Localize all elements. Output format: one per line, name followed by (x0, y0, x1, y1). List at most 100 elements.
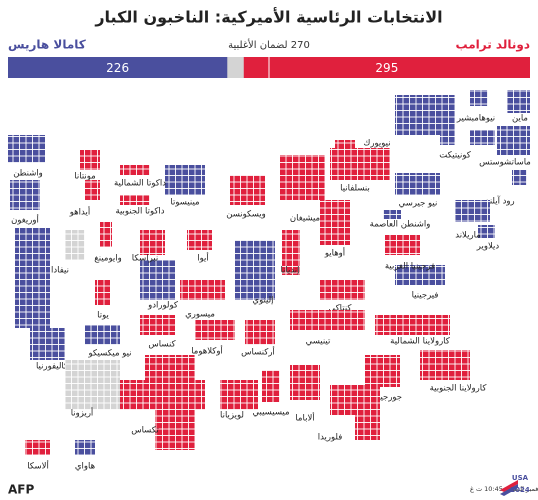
state: ويسكونسن (226, 175, 266, 220)
tile-grid (65, 230, 85, 260)
tile-grid (120, 195, 150, 205)
state-label: ألاباما (295, 412, 314, 424)
tile-grid (220, 380, 258, 410)
tile-grid (235, 240, 275, 300)
state: فيرجينيا (395, 265, 445, 301)
state: أريزونا (65, 360, 120, 419)
state-label: داكوتا الجنوبية (115, 207, 164, 217)
tile-grid (282, 230, 300, 275)
tile-grid (290, 310, 365, 330)
state-label: ماساتشوستس (479, 158, 531, 168)
tile-grid (375, 315, 450, 335)
tile-grid (507, 90, 530, 113)
state-label: واشنطن (13, 169, 43, 179)
state-label: نيوهامبشير (456, 114, 495, 124)
state: إنديانا (280, 230, 300, 276)
state: ألاباما (290, 365, 320, 424)
tile-grid (15, 228, 50, 328)
state: بنسلفانيا (330, 140, 390, 194)
state-label: فرجينيا الغربية (385, 262, 435, 272)
state-label: نيو جيرسي (399, 199, 438, 209)
tile-grid (330, 148, 390, 180)
state: كاليفورنيا (15, 228, 69, 372)
tile-grid (470, 90, 488, 106)
tile-grid (75, 440, 95, 455)
tile-grid (165, 165, 205, 195)
tile-grid (383, 210, 401, 219)
tile-grid (145, 355, 195, 380)
title: الانتخابات الرئاسية الأميركية: الناخبون … (94, 8, 442, 27)
state-label: إلينوي (252, 296, 273, 306)
tile-grid (497, 126, 530, 155)
tile-grid (440, 135, 455, 145)
tile-grid (420, 350, 470, 380)
tile-grid (512, 170, 527, 185)
state-label: ماين (512, 114, 528, 124)
tile-grid (395, 265, 445, 285)
state-label: ألاسكا (27, 460, 49, 472)
tile-grid (30, 328, 65, 360)
state: جورجيا (365, 355, 402, 403)
tile-grid (280, 155, 325, 200)
state-label: أيداهو (69, 206, 90, 218)
results-bar: 226 295 (8, 52, 530, 78)
tile-grid (245, 320, 275, 345)
tile-grid (95, 280, 110, 305)
state-label: نيفادا (51, 266, 69, 276)
tile-grid (355, 415, 380, 440)
state: إلينوي (235, 240, 275, 306)
state: أوهايو (320, 200, 350, 259)
state: داكوتا الجنوبية (115, 195, 165, 217)
state: أيداهو (69, 180, 100, 218)
state-label: داكوتا الشمالية (114, 179, 166, 189)
state-label: ديلاوير (476, 242, 500, 252)
state-label: فيرجينيا (412, 291, 439, 301)
tile-grid (120, 165, 150, 175)
tile-map: مايننيوهامبشيرفيرمونتماساتشوستسكونيتيكتر… (8, 90, 531, 472)
tile-grid (140, 315, 175, 335)
state: فرجينيا الغربية (385, 235, 435, 272)
state-label: أركنساس (241, 346, 275, 358)
state-label: كنساس (148, 340, 176, 350)
state-label: ويسكونسن (226, 210, 266, 220)
state: كونيتيكت (439, 130, 495, 161)
tile-grid (335, 140, 355, 148)
state: ميسوري (180, 280, 225, 320)
state-label: أوهايو (324, 247, 345, 259)
tile-grid (262, 370, 280, 402)
rep-votes: 295 (375, 61, 398, 75)
state-label: أريزونا (71, 407, 94, 419)
state: ميشيغان (280, 155, 325, 224)
tile-grid (365, 355, 400, 387)
state-label: كارولاينا الجنوبية (430, 384, 488, 394)
tile-grid (385, 235, 420, 255)
state-label: هاواي (75, 462, 95, 472)
state-label: كاليفورنيا (36, 362, 69, 372)
state-label: ميسوري (185, 310, 215, 320)
state-label: واشنطن العاصمة (370, 220, 431, 230)
tile-grid (455, 200, 490, 222)
majority-label: 270 لضمان الأغلبية (228, 38, 310, 51)
state-label: تكساس (131, 426, 159, 436)
state: تينيسي (290, 310, 365, 347)
state: كنتاكي (320, 280, 365, 314)
tile-grid (320, 280, 365, 300)
state: أوكلاهوما (191, 320, 235, 357)
state: نيويورك (363, 95, 455, 149)
dem-name: كامالا هاريس (8, 38, 86, 52)
state: فلوريدا (318, 385, 380, 443)
state-label: نيو ميكسيكو (87, 349, 131, 359)
state-label: بنسلفانيا (340, 184, 370, 194)
state: نبراسكا (132, 230, 165, 264)
tile-grid (140, 260, 175, 300)
state-label: يوتا (97, 311, 109, 321)
state: هاواي (75, 440, 95, 472)
election-badge: USA 2024 (500, 474, 530, 496)
tile-grid (10, 180, 40, 210)
state: ماساتشوستس (479, 126, 531, 168)
state: ميسيسيبي (252, 370, 290, 418)
agency-logo: AFP (8, 483, 34, 497)
state-label: كولورادو (147, 301, 179, 311)
tile-grid (25, 440, 50, 455)
tile-grid (478, 225, 495, 238)
